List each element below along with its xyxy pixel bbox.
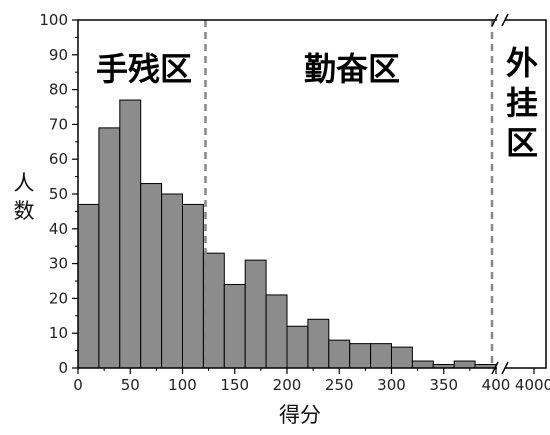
x-tick-label: 400 — [482, 376, 511, 394]
region-label-cheater: 外挂区 — [506, 44, 538, 162]
y-tick-label: 20 — [49, 289, 68, 307]
y-tick-label: 80 — [49, 81, 68, 99]
y-tick-label: 60 — [49, 150, 68, 168]
x-tick-label: 0 — [73, 376, 83, 394]
histogram-bar — [286, 325, 309, 369]
histogram-bar — [453, 360, 476, 369]
x-axis-title: 得分 — [279, 403, 321, 427]
histogram-bar — [370, 343, 393, 369]
x-axis: 0 50 100 150 200 250 300 350 400 4000 — [73, 368, 550, 394]
x-tick-label: 100 — [168, 376, 197, 394]
region-dividers — [204, 20, 494, 368]
x-tick-label: 200 — [273, 376, 302, 394]
histogram-bar — [119, 99, 142, 369]
histogram-bar — [411, 360, 434, 369]
x-tick-label: 150 — [220, 376, 249, 394]
region-label-clumsy: 手残区 — [96, 50, 192, 88]
axis-break-marks — [491, 13, 509, 375]
y-tick-label: 40 — [49, 220, 68, 238]
y-tick-label: 50 — [49, 185, 68, 203]
axis-break-gap — [497, 17, 505, 23]
x-tick-label: 300 — [377, 376, 406, 394]
axis-break-slash — [501, 361, 509, 375]
histogram-bar — [391, 346, 413, 369]
histogram-bar — [77, 203, 100, 369]
histogram-bars — [77, 99, 497, 369]
y-tick-label: 70 — [49, 115, 68, 133]
x-tick-label: 350 — [429, 376, 458, 394]
y-tick-label: 10 — [49, 324, 68, 342]
axis-break-slash — [491, 361, 499, 375]
x-tick-label: 250 — [325, 376, 354, 394]
histogram-bar — [244, 259, 267, 369]
axis-break-gap — [497, 365, 505, 371]
y-tick-label: 100 — [39, 11, 68, 29]
x-tick-label: 4000 — [515, 376, 550, 394]
histogram-bar — [307, 318, 330, 369]
region-label-diligent: 勤奋区 — [304, 50, 400, 88]
histogram-bar — [98, 127, 121, 369]
histogram-bar — [140, 183, 163, 369]
histogram-bar — [182, 203, 204, 369]
y-axis: 0 10 20 30 40 50 60 70 80 90 100 — [39, 11, 78, 377]
histogram-bar — [161, 193, 184, 369]
histogram-bar — [265, 294, 288, 369]
y-tick-label: 0 — [58, 359, 68, 377]
y-tick-label: 30 — [49, 255, 68, 273]
y-tick-label: 90 — [49, 46, 68, 64]
x-tick-label: 50 — [121, 376, 140, 394]
axis-break-slash — [491, 13, 499, 27]
histogram-bar — [223, 283, 246, 369]
histogram-bar — [349, 343, 372, 369]
axis-break-slash — [501, 13, 509, 27]
y-axis-title: 人数 — [14, 171, 35, 223]
histogram-bar — [328, 339, 351, 369]
